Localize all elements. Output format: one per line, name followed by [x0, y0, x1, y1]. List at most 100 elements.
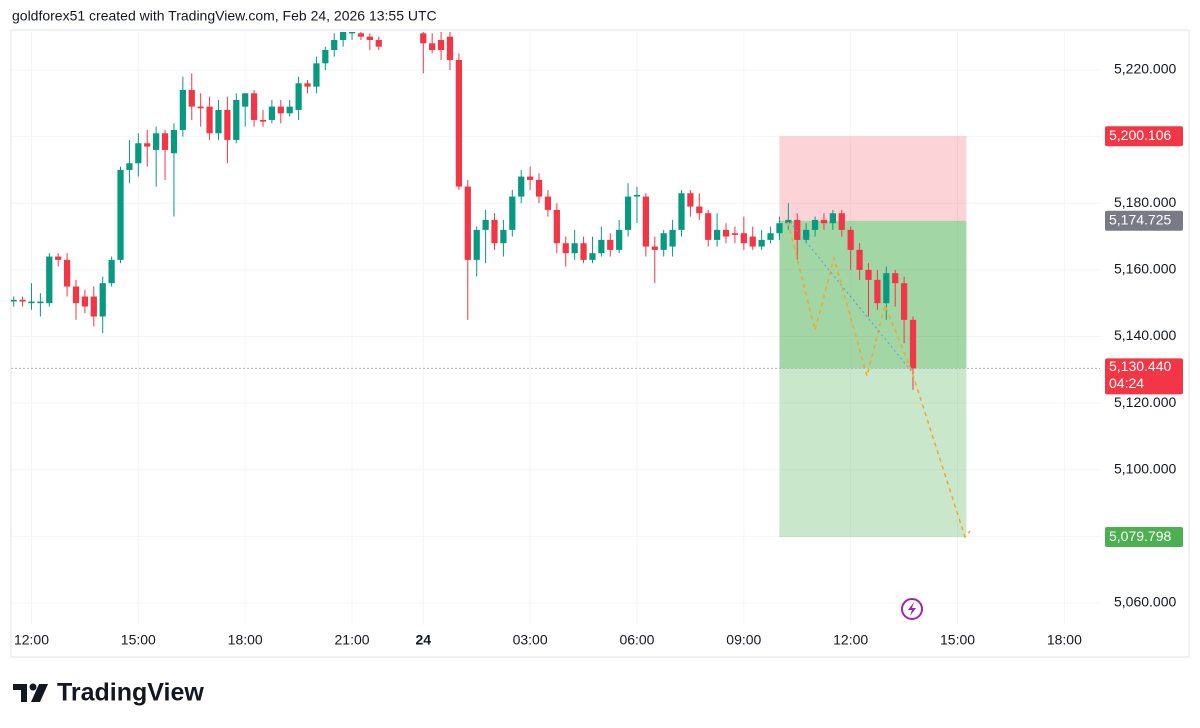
x-tick-label: 21:00: [335, 632, 370, 648]
candle-body: [117, 169, 124, 260]
logo-mark: [31, 684, 48, 702]
price-tag-label: 5,174.725: [1109, 212, 1171, 228]
icon-circle: [901, 598, 923, 620]
candle-body: [785, 219, 792, 224]
candle-body: [153, 133, 160, 150]
candle-body: [366, 36, 373, 40]
price-tag-label: 5,130.440: [1109, 358, 1171, 374]
candle-body: [651, 246, 658, 250]
candle-body: [607, 239, 614, 250]
candle-body: [286, 106, 293, 114]
candle-body: [883, 273, 890, 304]
candle-body: [553, 209, 560, 244]
candle-body: [767, 233, 774, 240]
candle-body: [900, 283, 908, 320]
price-tag: [1105, 210, 1183, 231]
candle-body: [847, 229, 854, 250]
candle-body: [179, 89, 186, 130]
candle-body: [713, 229, 721, 240]
candle-body: [420, 33, 427, 44]
candle-body: [72, 286, 80, 304]
candle-body: [313, 63, 320, 87]
candle-body: [170, 129, 178, 154]
x-tick-label: 12:00: [14, 632, 49, 648]
candle-body: [11, 299, 17, 302]
candle-body: [197, 106, 204, 109]
candle-body: [491, 219, 498, 244]
x-tick-label: 06:00: [619, 632, 654, 648]
candle-body: [562, 243, 569, 254]
candle-body: [598, 239, 605, 254]
candle-body: [544, 196, 552, 210]
candle-body: [811, 219, 819, 230]
candle-body: [277, 106, 284, 114]
chart-frame: [10, 29, 1190, 658]
trend-line: [789, 221, 913, 373]
candle-body: [135, 143, 142, 164]
candle-body: [740, 233, 747, 244]
candle-body: [633, 194, 641, 197]
target-zone: [779, 220, 967, 538]
stop-zone: [779, 136, 967, 221]
candle-body: [90, 296, 97, 317]
alert-icon: [901, 598, 923, 620]
candle-body: [63, 259, 71, 287]
candle-body: [473, 229, 480, 260]
x-tick-label: 03:00: [513, 632, 548, 648]
price-tag-label: 5,079.798: [1109, 528, 1171, 544]
candle-body: [571, 243, 578, 254]
candle-body: [161, 133, 169, 150]
profit-zone: [779, 220, 967, 369]
drawings: [787, 221, 971, 539]
candle-body: [892, 273, 899, 284]
logo-mark: [13, 684, 27, 702]
candle-body: [909, 319, 917, 369]
x-tick-label: 24: [415, 632, 431, 648]
candle-body: [660, 233, 667, 250]
candle-body: [250, 93, 258, 120]
candle-body: [126, 163, 133, 170]
x-tick-label: 09:00: [726, 632, 761, 648]
candle-body: [188, 89, 195, 107]
candle-body: [455, 59, 463, 187]
x-tick-label: 18:00: [228, 632, 263, 648]
candle-body: [357, 33, 365, 37]
candle-body: [669, 229, 676, 247]
chart-title: goldforex51 created with TradingView.com…: [12, 8, 437, 24]
candle-body: [215, 109, 222, 134]
axes: 5,060.0005,080.0005,100.0005,120.0005,14…: [14, 61, 1183, 648]
candle-body: [206, 106, 213, 134]
candle-body: [482, 219, 489, 230]
candle-body: [375, 39, 382, 47]
y-tick-label: 5,060.000: [1114, 594, 1176, 610]
candle-body: [749, 236, 756, 247]
y-tick-label: 5,120.000: [1114, 394, 1176, 410]
candle-body: [340, 32, 347, 40]
candle-body: [331, 39, 338, 50]
candle-body: [233, 99, 240, 140]
x-tick-label: 12:00: [833, 632, 868, 648]
candle-body: [500, 229, 507, 244]
price-tag: [1105, 527, 1183, 548]
candle-body: [28, 301, 35, 304]
price-tag: [1105, 358, 1183, 395]
x-tick-label: 15:00: [121, 632, 156, 648]
candle-body: [838, 213, 845, 230]
candle-body: [696, 206, 703, 214]
candle-body: [776, 223, 783, 234]
candle-body: [580, 243, 587, 260]
candle-body: [722, 229, 730, 237]
candle-body: [794, 219, 801, 240]
candle-body: [829, 213, 836, 224]
brand-logo: TradingView: [13, 679, 204, 707]
candle-body: [803, 229, 810, 240]
candle-body: [322, 49, 329, 64]
candle-body: [304, 83, 311, 87]
y-tick-label: 5,160.000: [1114, 261, 1176, 277]
candle-body: [224, 109, 231, 140]
price-tag-label: 5,200.106: [1109, 127, 1171, 143]
candle-body: [705, 213, 712, 240]
candle-body: [446, 36, 454, 60]
candle-body: [46, 256, 53, 304]
